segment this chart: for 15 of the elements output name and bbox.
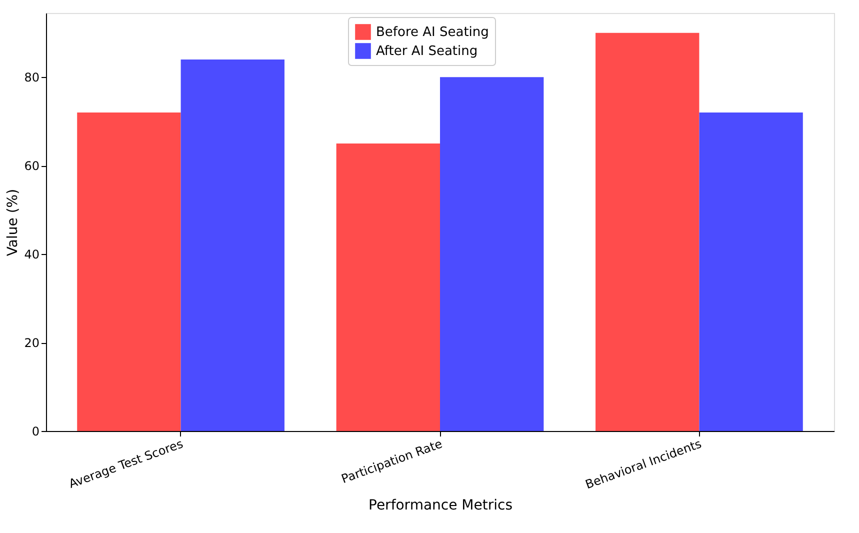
bar xyxy=(440,77,544,431)
bar xyxy=(180,59,284,431)
legend-label: Before AI Seating xyxy=(376,25,489,40)
y-tick-label: 20 xyxy=(24,336,40,350)
y-axis-title: Value (%) xyxy=(5,188,22,256)
y-tick-label: 0 xyxy=(32,424,40,438)
y-tick-label: 40 xyxy=(24,248,40,262)
bar xyxy=(596,32,700,431)
bar xyxy=(336,143,440,431)
bar xyxy=(699,112,803,431)
y-tick-label: 80 xyxy=(24,70,40,85)
bar xyxy=(77,112,181,431)
y-tick-label: 60 xyxy=(24,159,40,174)
x-axis-title: Performance Metrics xyxy=(368,498,512,514)
legend-label: After AI Seating xyxy=(376,44,478,59)
